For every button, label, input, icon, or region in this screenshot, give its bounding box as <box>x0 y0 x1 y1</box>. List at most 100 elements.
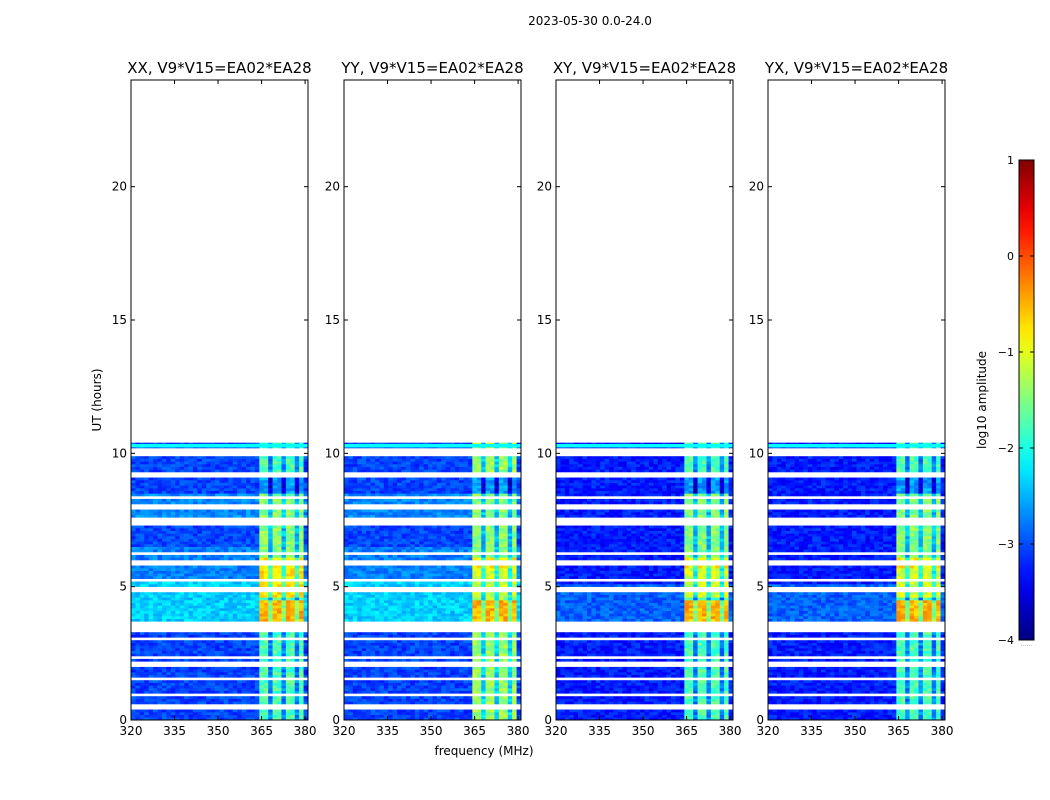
heatmap-cell <box>494 568 500 571</box>
heatmap-cell <box>206 536 211 539</box>
heatmap-cell <box>512 602 517 606</box>
heatmap-cell <box>170 640 176 643</box>
heatmap-cell <box>228 717 234 721</box>
heatmap-cell <box>472 682 478 686</box>
heatmap-cell <box>179 533 185 537</box>
heatmap-cell <box>135 488 141 491</box>
heatmap-cell <box>179 602 185 606</box>
heatmap-cell <box>370 669 376 673</box>
heatmap-cell <box>148 541 154 545</box>
heatmap-cell <box>170 530 176 534</box>
heatmap-cell <box>290 685 296 689</box>
heatmap-cell <box>450 608 455 611</box>
heatmap-cell <box>344 557 349 561</box>
heatmap-cell <box>188 482 194 486</box>
heatmap-cell <box>144 610 149 614</box>
heatmap-cell <box>290 642 296 646</box>
heatmap-cell <box>481 576 486 579</box>
heatmap-cell <box>303 653 309 657</box>
heatmap-cell <box>153 514 158 518</box>
heatmap-cell <box>299 600 304 603</box>
heatmap-cell <box>410 600 416 603</box>
heatmap-cell <box>472 546 478 550</box>
heatmap-cell <box>175 658 180 662</box>
heatmap-cell <box>131 680 136 683</box>
heatmap-cell <box>148 613 154 617</box>
heatmap-cell <box>392 682 398 686</box>
heatmap-cell <box>148 482 154 486</box>
heatmap-cell <box>175 480 180 483</box>
heatmap-cell <box>131 538 136 542</box>
heatmap-cell <box>432 602 438 606</box>
heatmap-cell <box>153 688 158 691</box>
heatmap-cell <box>436 605 442 609</box>
heatmap-cell <box>348 645 354 649</box>
heatmap-cell <box>250 602 256 606</box>
heatmap-cell <box>254 672 260 675</box>
heatmap-cell <box>512 581 517 585</box>
heatmap-cell <box>370 701 376 705</box>
heatmap-cell <box>237 493 242 497</box>
heatmap-cell <box>175 618 180 622</box>
heatmap-cell <box>344 618 349 622</box>
heatmap-cell <box>179 618 185 622</box>
heatmap-cell <box>131 634 136 638</box>
heatmap-cell <box>281 493 287 497</box>
heatmap-cell <box>361 698 367 702</box>
heatmap-cell <box>241 466 247 470</box>
heatmap-cell <box>135 688 141 691</box>
heatmap-cell <box>348 650 354 654</box>
heatmap-cell <box>352 682 358 686</box>
heatmap-cell <box>184 650 189 654</box>
heatmap-cell <box>463 549 469 553</box>
heatmap-cell <box>148 530 154 534</box>
heatmap-cell <box>445 650 451 654</box>
heatmap-cell <box>450 584 455 587</box>
heatmap-cell <box>463 672 469 675</box>
heatmap-cell <box>272 584 278 587</box>
heatmap-cell <box>232 557 238 561</box>
heatmap-cell <box>215 493 220 497</box>
heatmap-cell <box>197 466 203 470</box>
heatmap-cell <box>131 581 136 585</box>
heatmap-cell <box>494 712 500 715</box>
heatmap-cell <box>401 690 407 694</box>
heatmap-cell <box>250 584 256 587</box>
heatmap-cell <box>370 544 376 547</box>
heatmap-cell <box>490 666 495 670</box>
heatmap-cell <box>254 530 260 534</box>
heatmap-cell <box>192 498 198 502</box>
heatmap-cell <box>352 594 358 598</box>
heatmap-cell <box>481 546 486 550</box>
heatmap-cell <box>459 610 464 614</box>
heatmap-cell <box>467 618 473 622</box>
heatmap-cell <box>237 669 242 673</box>
heatmap-cell <box>237 480 242 483</box>
heatmap-cell <box>405 650 411 654</box>
heatmap-cell <box>294 538 300 542</box>
heatmap-cell <box>237 666 242 670</box>
heatmap-cell <box>259 485 265 489</box>
heatmap-cell <box>197 645 203 649</box>
heatmap-cell <box>516 712 522 715</box>
heatmap-cell <box>485 608 491 611</box>
heatmap-cell <box>485 690 491 694</box>
heatmap-cell <box>241 541 247 545</box>
heatmap-cell <box>268 581 273 585</box>
heatmap-cell <box>148 650 154 654</box>
heatmap-cell <box>184 498 189 502</box>
heatmap-cell <box>352 709 358 713</box>
heatmap-cell <box>485 701 491 705</box>
heatmap-cell <box>285 541 291 545</box>
heatmap-cell <box>294 557 300 561</box>
heatmap-cell <box>228 640 234 643</box>
heatmap-cell <box>219 480 225 483</box>
heatmap-cell <box>153 525 158 529</box>
heatmap-cell <box>344 546 349 550</box>
heatmap-cell <box>290 648 296 651</box>
heatmap-cell <box>246 672 251 675</box>
heatmap-cell <box>272 669 278 673</box>
heatmap-cell <box>450 618 455 622</box>
heatmap-cell <box>144 549 149 553</box>
heatmap-cell <box>405 594 411 598</box>
